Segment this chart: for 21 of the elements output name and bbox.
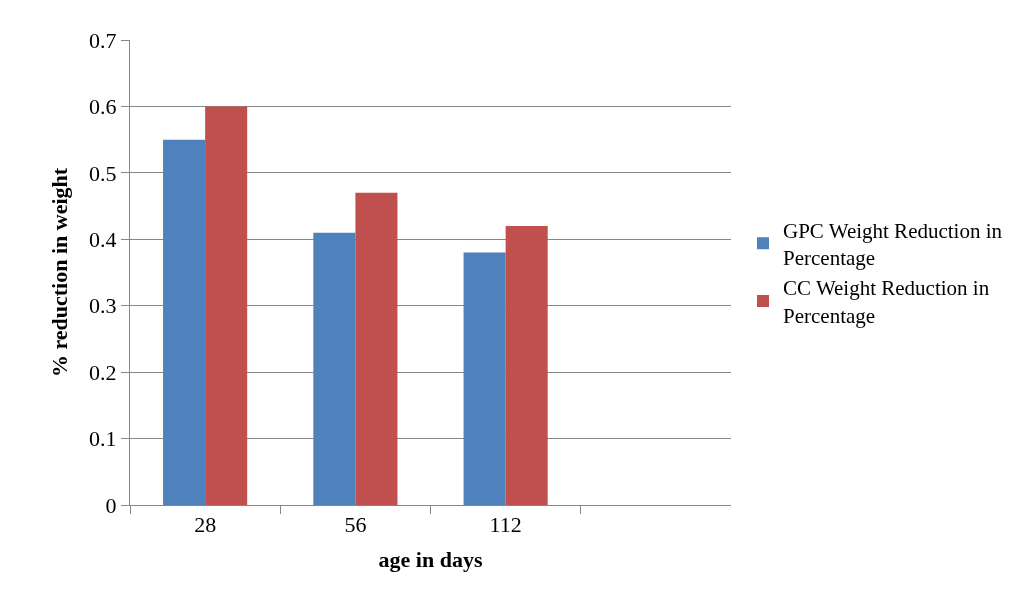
y-tick-label: 0.3: [89, 293, 117, 319]
x-tick-label: 112: [489, 512, 522, 538]
legend-label: CC Weight Reduction in Percentage: [783, 276, 990, 328]
legend-label: GPC Weight Reduction in Percentage: [783, 218, 1003, 271]
x-axis-title: age in days: [378, 547, 483, 573]
bar: [463, 252, 506, 505]
bar: [205, 106, 248, 505]
y-tick-label: 0: [105, 492, 117, 518]
y-tick-label: 0.7: [89, 27, 117, 53]
bar: [313, 232, 356, 505]
x-tick-label: 28: [194, 512, 217, 538]
bar: [505, 226, 548, 505]
y-tick-label: 0.6: [89, 94, 117, 120]
bar: [163, 139, 206, 505]
y-tick-label: 0.5: [89, 160, 117, 186]
y-axis-title: % reduction in weight: [46, 167, 72, 378]
y-tick-label: 0.2: [89, 359, 117, 385]
y-tick-label: 0.1: [89, 426, 117, 452]
x-tick-label: 56: [344, 512, 367, 538]
bar: [355, 192, 398, 505]
y-tick-label: 0.4: [89, 226, 117, 252]
